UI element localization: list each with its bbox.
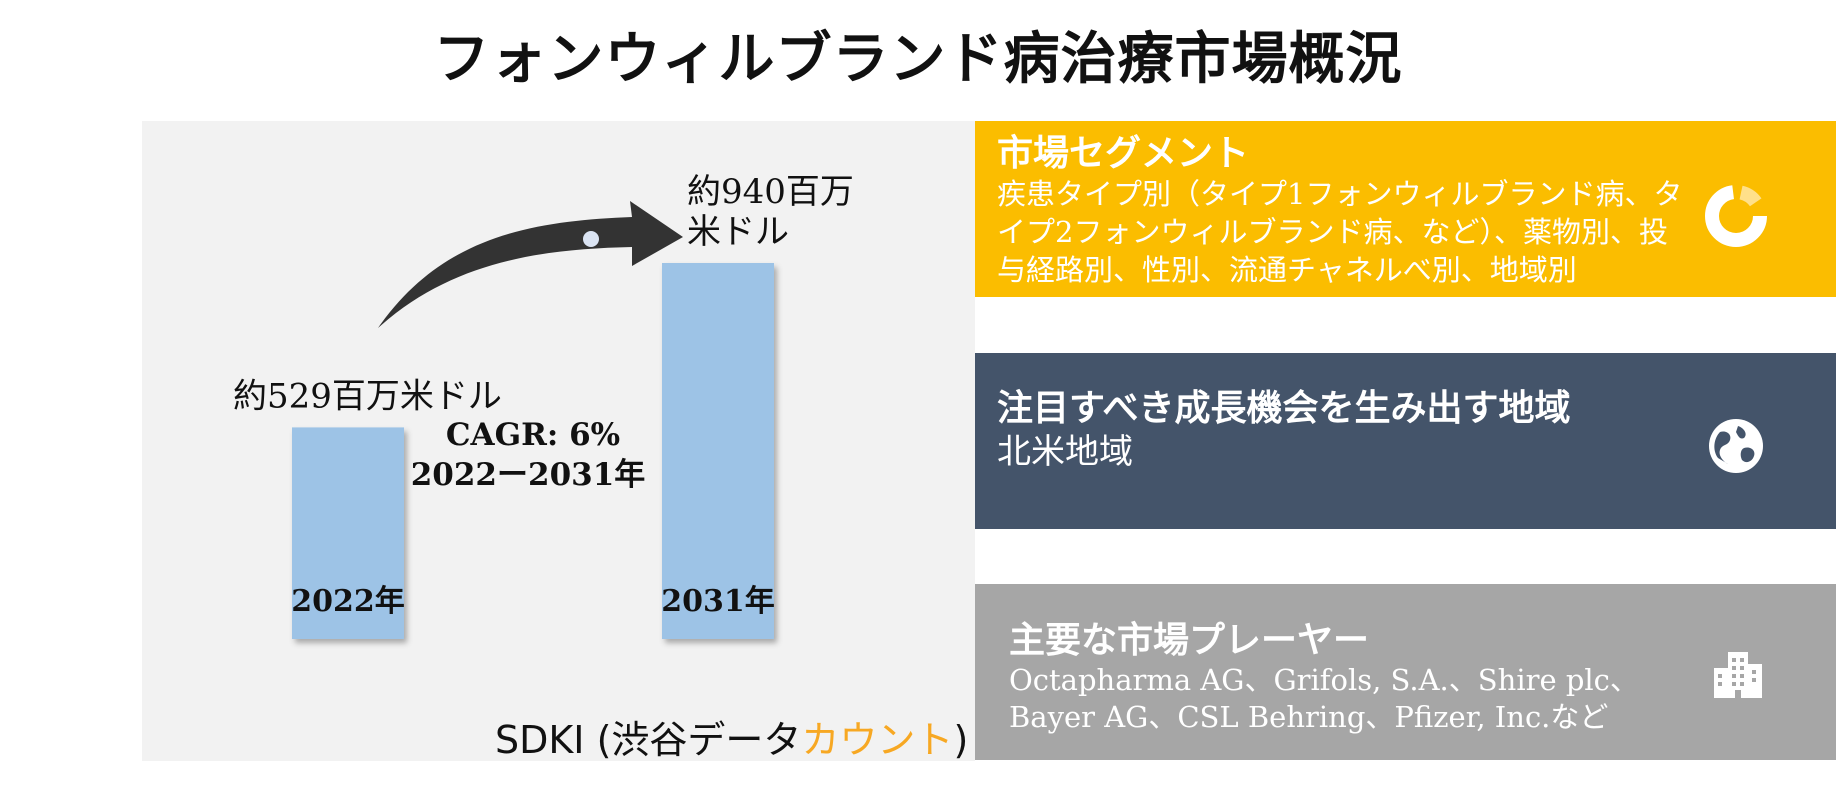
brand-prefix: SDKI (渋谷データ (495, 718, 802, 762)
brand-accent: カウント (801, 718, 954, 762)
page-title: フォンウィルブランド病治療市場概況 (433, 26, 1403, 92)
growth-arrow (378, 201, 683, 328)
chart-canvas: 2022年 約529百万米ドル 2031年 約940百万米ドル CAGR: 6% 20… (233, 172, 854, 639)
globe-icon (1709, 419, 1763, 473)
cagr-label: CAGR: 6% (446, 417, 620, 453)
arrow-dot (583, 231, 599, 247)
donut-chart-icon (1705, 185, 1767, 247)
growth-region-card: 注目すべき成長機会を生み出す地域 北米地域 (975, 353, 1836, 529)
value-label-0: 約529百万米ドル (233, 376, 502, 416)
market-segment-card: 市場セグメント 疾患タイプ別（タイプ1フォンウィルブランド病、タイプ2フォンウィ… (975, 121, 1836, 297)
value-label-1: 約940百万米ドル (687, 172, 854, 252)
players-body: Octapharma AG、Grifols, S.A.、Shire plc、Ba… (1009, 663, 1639, 734)
market-size-chart: 2022年 約529百万米ドル 2031年 約940百万米ドル CAGR: 6% 20… (142, 121, 975, 764)
players-heading: 主要な市場プレーヤー (1009, 619, 1370, 661)
bar-0 (292, 427, 404, 639)
brand-suffix: ) (953, 718, 969, 762)
category-label-1: 2031年 (661, 584, 775, 619)
segment-heading: 市場セグメント (997, 132, 1250, 174)
key-players-card: 主要な市場プレーヤー Octapharma AG、Grifols, S.A.、S… (975, 584, 1836, 760)
building-icon (1714, 652, 1762, 698)
category-label-0: 2022年 (291, 584, 405, 619)
region-body: 北米地域 (997, 432, 1133, 472)
region-heading: 注目すべき成長機会を生み出す地域 (997, 387, 1571, 429)
brand-credit: SDKI (渋谷データカウント) (495, 709, 975, 764)
segment-body: 疾患タイプ別（タイプ1フォンウィルブランド病、タイプ2フォンウィルブランド病、な… (997, 177, 1683, 287)
bar-1 (662, 263, 774, 639)
cagr-period-label: 2022ー2031年 (411, 457, 646, 493)
